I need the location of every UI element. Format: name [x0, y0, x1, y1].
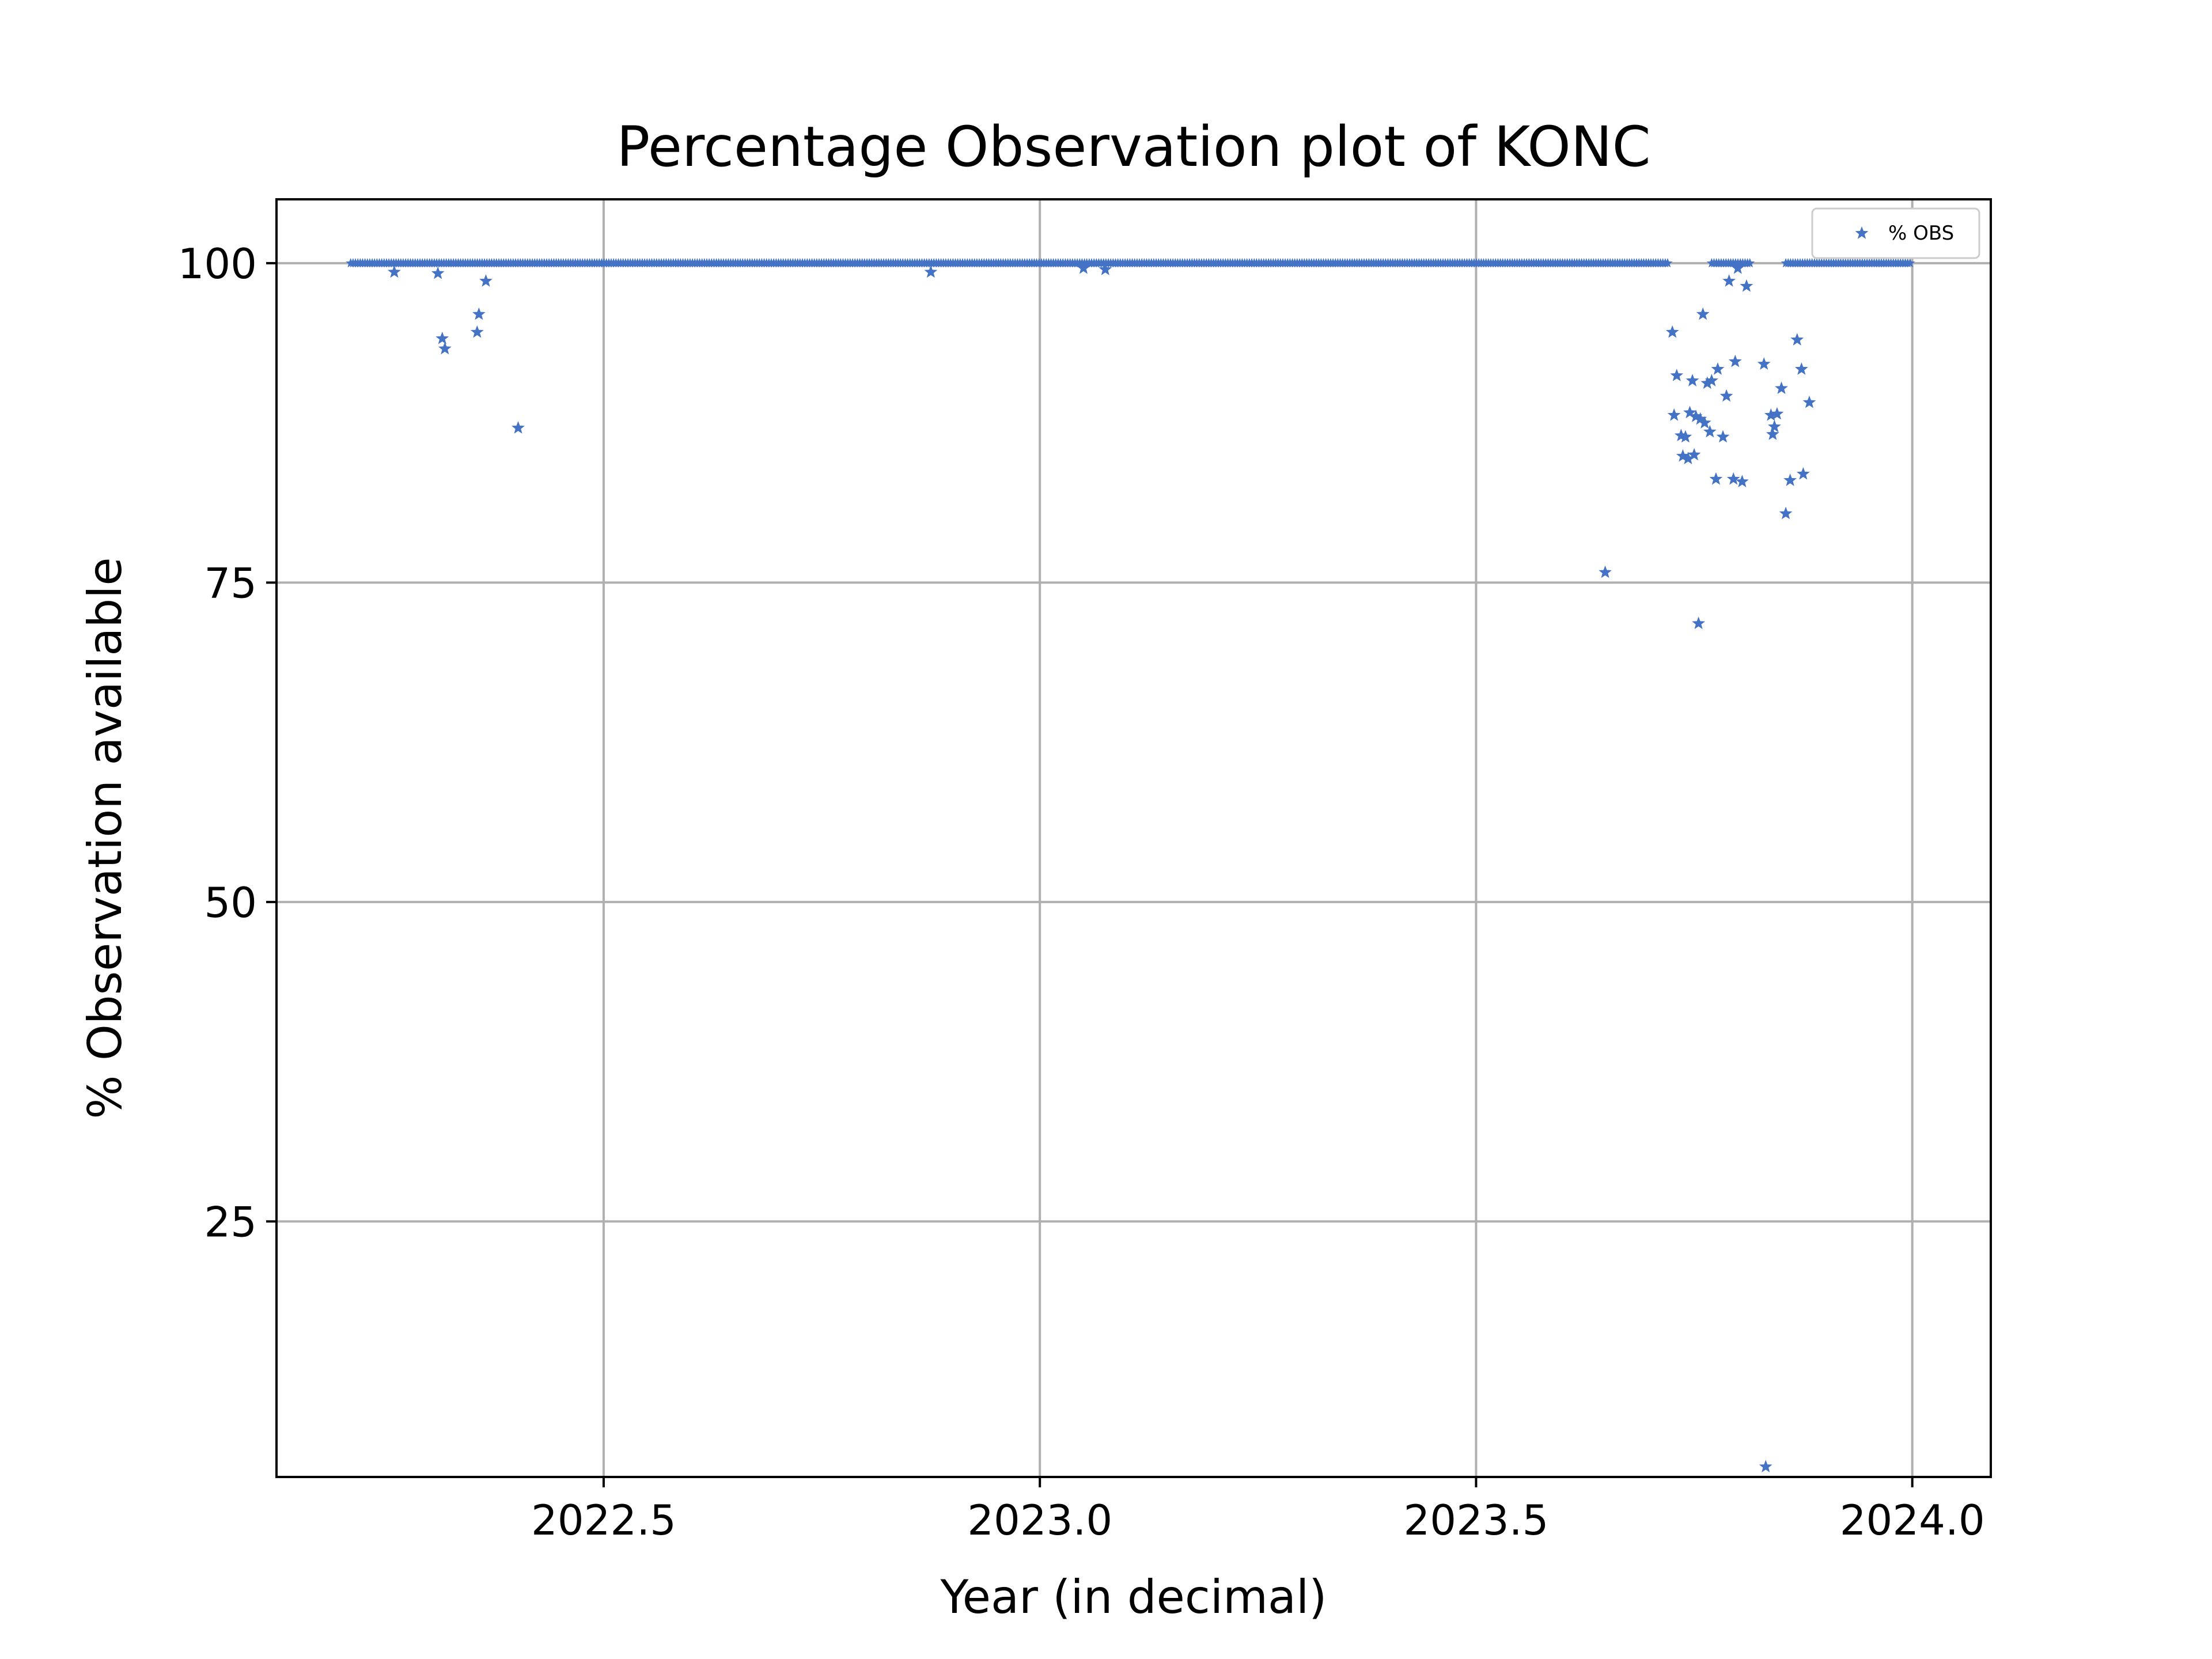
data-point — [388, 265, 401, 278]
baseline-markers — [346, 257, 1915, 268]
x-tick-label: 2023.0 — [967, 1496, 1112, 1544]
data-point — [1770, 407, 1784, 420]
data-point — [1794, 362, 1808, 375]
data-point — [1700, 376, 1714, 389]
plot-area — [276, 199, 1991, 1477]
data-point — [1665, 325, 1679, 338]
data-point — [1790, 333, 1804, 346]
data-point — [479, 274, 493, 287]
data-point — [1711, 362, 1725, 375]
chart-title: Percentage Observation plot of KONC — [616, 115, 1650, 179]
y-tick-label: 100 — [178, 240, 257, 288]
data-point — [1694, 412, 1707, 425]
data-point — [1705, 374, 1718, 387]
baseline-point-run — [1781, 257, 1915, 268]
data-point — [1726, 472, 1740, 485]
data-point — [1703, 425, 1717, 438]
data-point — [1685, 374, 1699, 387]
legend: % OBS — [1811, 207, 1980, 259]
data-point — [1077, 261, 1090, 274]
data-point — [1797, 467, 1810, 480]
data-point — [1683, 406, 1696, 419]
data-point — [431, 266, 445, 279]
data-point — [512, 421, 525, 434]
legend-star — [1855, 226, 1869, 239]
data-point — [1736, 475, 1749, 487]
data-point — [924, 265, 938, 278]
legend-entry: % OBS — [1888, 222, 1954, 245]
data-point — [1099, 263, 1112, 275]
y-axis-label: % Observation available — [78, 557, 132, 1119]
x-tick-label: 2024.0 — [1840, 1496, 1985, 1544]
data-point — [1764, 408, 1778, 421]
y-tick-label: 75 — [204, 559, 257, 607]
x-tick-label: 2022.5 — [531, 1496, 676, 1544]
data-point — [1667, 408, 1681, 421]
data-point — [1696, 307, 1710, 320]
baseline-point-run — [346, 257, 1673, 268]
plot-frame — [275, 198, 1992, 1478]
data-point — [1757, 357, 1771, 370]
data-point — [1775, 381, 1788, 394]
y-tick-label: 25 — [204, 1198, 257, 1246]
data-point — [1681, 452, 1695, 464]
data-point — [1689, 410, 1703, 422]
data-point — [1768, 419, 1781, 433]
baseline-point-run — [1706, 257, 1755, 268]
data-point — [1709, 472, 1723, 485]
data-point — [1766, 427, 1779, 440]
data-points — [388, 261, 1816, 1472]
data-point — [438, 342, 452, 355]
data-point — [1783, 474, 1797, 486]
data-point — [470, 325, 484, 338]
data-point — [1679, 430, 1692, 443]
legend-box — [1811, 207, 1980, 259]
data-point — [1722, 274, 1736, 287]
x-axis-ticks: 2022.5 2023.0 2023.5 2024.0 — [531, 1477, 1985, 1544]
data-point — [1802, 395, 1816, 408]
x-axis-label: Year (in decimal) — [940, 1570, 1327, 1624]
data-point — [1599, 565, 1612, 578]
data-point — [1740, 279, 1753, 292]
legend-marker-star — [1855, 226, 1869, 239]
y-axis-ticks: 25 50 75 100 — [178, 240, 276, 1246]
data-point — [435, 331, 449, 344]
data-point — [1716, 430, 1730, 443]
y-tick-label: 50 — [204, 878, 257, 927]
data-point — [1692, 616, 1706, 630]
data-point — [1759, 1460, 1772, 1472]
data-point — [1698, 416, 1711, 429]
data-point — [472, 307, 486, 320]
data-point — [1728, 354, 1742, 368]
data-point — [1676, 449, 1690, 462]
data-point — [1731, 261, 1745, 274]
data-point — [1719, 389, 1733, 402]
data-point — [1670, 369, 1684, 381]
data-point — [1779, 506, 1793, 520]
data-point — [1687, 448, 1701, 461]
x-tick-label: 2023.5 — [1403, 1496, 1548, 1544]
